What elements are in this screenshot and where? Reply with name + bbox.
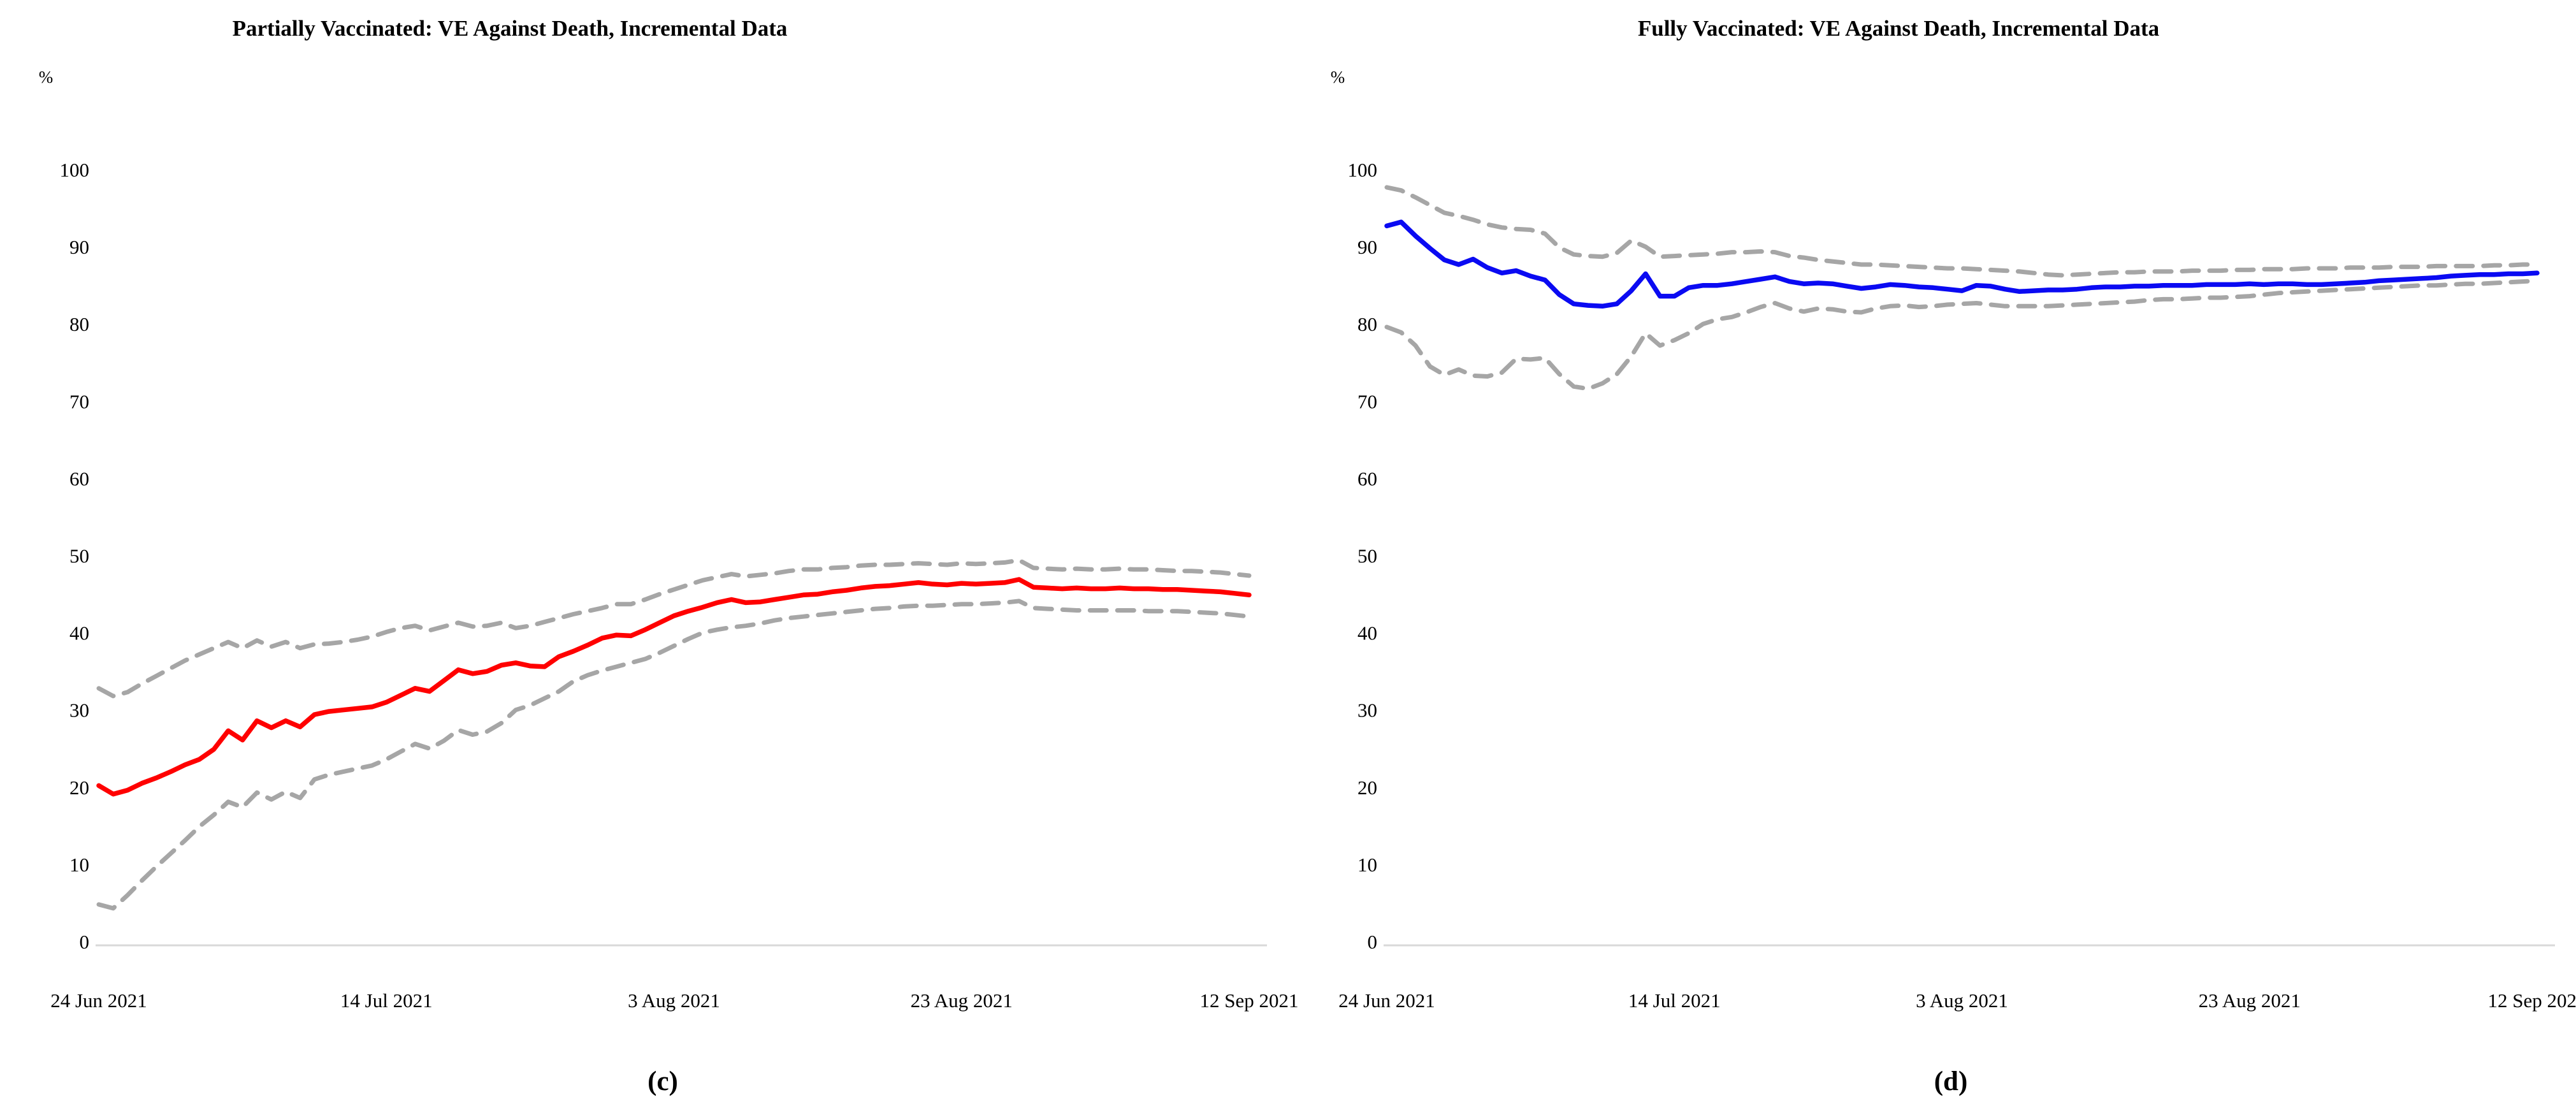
ve-estimate-line (1384, 219, 2540, 309)
panel-label-d: (d) (1934, 1066, 1968, 1096)
y-tick-label: 50 (69, 545, 89, 567)
y-tick-label: 60 (69, 467, 89, 490)
y-tick-label: 70 (1357, 390, 1377, 412)
x-tick-label: 3 Aug 2021 (1916, 989, 2008, 1012)
chart-canvas-left: Partially Vaccinated: VE Against Death, … (39, 16, 1299, 1096)
chart-title: Partially Vaccinated: VE Against Death, … (233, 16, 788, 41)
y-tick-label: 50 (1357, 545, 1377, 567)
y-tick-label: 90 (1357, 236, 1377, 258)
x-tick-label: 24 Jun 2021 (50, 989, 147, 1012)
series-lines (96, 558, 1252, 911)
x-tick-label: 24 Jun 2021 (1338, 989, 1435, 1012)
panel-label-c: (c) (648, 1066, 678, 1096)
y-tick-label: 80 (69, 313, 89, 335)
y-tick-label: 90 (69, 236, 89, 258)
x-tick-label: 12 Sep 2021 (1200, 989, 1299, 1012)
y-tick-label: 60 (1357, 467, 1377, 490)
y-tick-label: 80 (1357, 313, 1377, 335)
y-tick-label: 70 (69, 390, 89, 412)
y-tick-label: 0 (1368, 931, 1378, 953)
y-tick-label: 10 (1357, 854, 1377, 876)
y-axis-unit-label: % (39, 68, 54, 87)
chart-partially-vaccinated-ve-death: Partially Vaccinated: VE Against Death, … (39, 16, 1299, 1096)
y-axis-unit-label: % (1331, 68, 1345, 87)
chart-title: Fully Vaccinated: VE Against Death, Incr… (1638, 16, 2159, 41)
chart-canvas-right: Fully Vaccinated: VE Against Death, Incr… (1331, 16, 2576, 1096)
confidence-band-line (1384, 278, 2540, 391)
y-tick-label: 100 (60, 159, 90, 181)
y-axis-tick-labels: 0 10 20 30 40 50 60 70 80 90 100 (60, 159, 90, 953)
x-tick-label: 14 Jul 2021 (340, 989, 433, 1012)
confidence-band-line (1384, 185, 2540, 278)
y-tick-label: 30 (69, 699, 89, 722)
chart-fully-vaccinated-ve-death: Fully Vaccinated: VE Against Death, Incr… (1288, 0, 2576, 1113)
y-tick-label: 100 (1348, 159, 1378, 181)
confidence-band-line (96, 558, 1252, 699)
x-axis-tick-labels: 24 Jun 2021 14 Jul 2021 3 Aug 2021 23 Aug 2… (50, 989, 1298, 1012)
y-tick-label: 0 (80, 931, 90, 953)
y-tick-label: 20 (69, 776, 89, 799)
y-tick-label: 40 (69, 622, 89, 644)
y-tick-label: 10 (69, 854, 89, 876)
x-tick-label: 14 Jul 2021 (1628, 989, 1721, 1012)
y-axis-tick-labels: 0 10 20 30 40 50 60 70 80 90 100 (1348, 159, 1378, 953)
x-tick-label: 3 Aug 2021 (628, 989, 720, 1012)
confidence-band-line (96, 599, 1252, 911)
x-tick-label: 23 Aug 2021 (2199, 989, 2301, 1012)
x-tick-label: 12 Sep 2021 (2488, 989, 2576, 1012)
ve-estimate-line (96, 577, 1252, 797)
x-axis-tick-labels: 24 Jun 2021 14 Jul 2021 3 Aug 2021 23 Aug 2… (1338, 989, 2576, 1012)
y-tick-label: 30 (1357, 699, 1377, 722)
series-lines (1384, 185, 2540, 391)
x-tick-label: 23 Aug 2021 (911, 989, 1013, 1012)
y-tick-label: 20 (1357, 776, 1377, 799)
y-tick-label: 40 (1357, 622, 1377, 644)
